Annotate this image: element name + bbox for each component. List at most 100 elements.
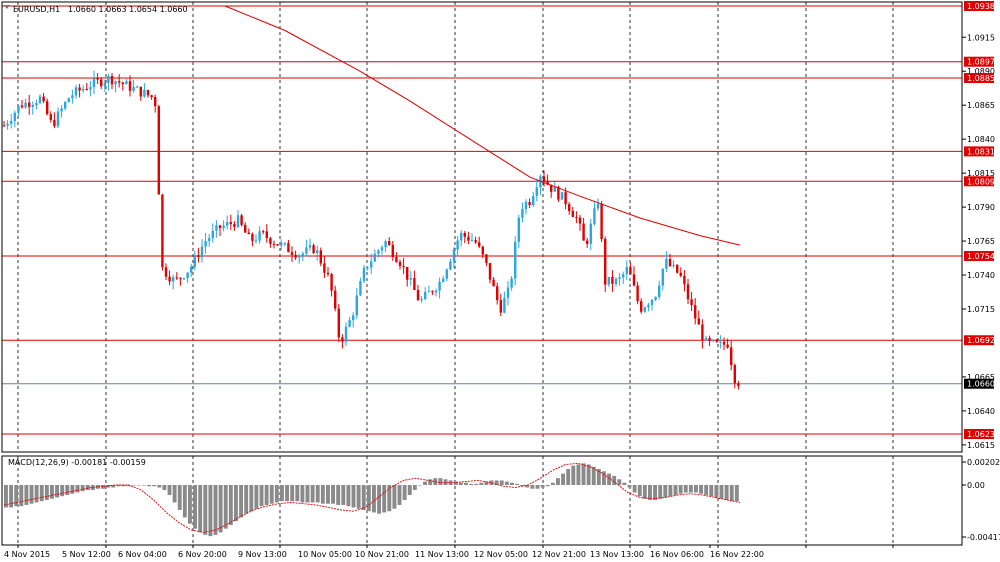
macd-histogram-bar — [586, 464, 591, 485]
candle-body — [103, 82, 106, 87]
macd-histogram-bar — [550, 482, 555, 485]
candle-body — [596, 203, 600, 209]
price-tick-label: 1.0890 — [967, 67, 995, 76]
candle-body — [290, 252, 294, 255]
candle-body — [258, 231, 261, 241]
macd-histogram-bar — [136, 485, 141, 486]
candle-body — [524, 202, 528, 210]
candle-body — [186, 272, 189, 279]
candle-body — [654, 296, 657, 300]
candle-body — [240, 215, 243, 225]
macd-histogram-bar — [295, 485, 300, 502]
macd-signal-line — [3, 462, 741, 533]
candle-body — [85, 89, 88, 91]
macd-histogram-bar — [290, 485, 295, 502]
candle-body — [204, 240, 207, 247]
macd-histogram-bar — [259, 485, 264, 507]
symbol-label: EURUSD,H1 — [13, 5, 60, 14]
candle-body — [193, 255, 196, 267]
candle-body — [730, 347, 733, 366]
candle-body — [28, 102, 31, 107]
macd-histogram-bar — [372, 485, 376, 513]
candle-body — [341, 337, 344, 342]
macd-histogram-bar — [392, 485, 397, 509]
candle-body — [546, 181, 549, 185]
macd-histogram-bar — [341, 485, 346, 505]
candle-body — [13, 112, 16, 121]
macd-histogram-bar — [228, 485, 233, 525]
candle-body — [175, 277, 178, 279]
candle-body — [233, 224, 236, 227]
grid — [17, 2, 894, 545]
macd-histogram-bar — [627, 485, 632, 488]
macd-histogram-bar — [489, 480, 494, 485]
collapse-icon[interactable] — [4, 5, 10, 9]
macd-histogram-bar — [254, 485, 259, 509]
macd-histogram-bar — [566, 469, 571, 485]
candle-body — [582, 223, 585, 241]
candle-body — [316, 250, 319, 253]
macd-histogram-bar — [106, 485, 111, 488]
candle-body — [96, 78, 99, 80]
ohlc-label: 1.0660 1.0663 1.0654 1.0660 — [68, 5, 188, 14]
candle-body — [564, 192, 567, 205]
macd-histogram-bar — [326, 485, 330, 504]
time-label: 11 Nov 13:00 — [415, 550, 469, 559]
candle-body — [226, 222, 229, 226]
candle-body — [182, 278, 186, 280]
candle-body — [661, 268, 664, 286]
macd-histogram-bar — [310, 485, 315, 503]
macd-histogram-bar — [142, 485, 146, 486]
candle-body — [10, 120, 13, 124]
candle-body — [276, 244, 279, 246]
price-tick-label: 1.0640 — [967, 407, 995, 416]
time-label: 10 Nov 21:00 — [355, 550, 409, 559]
candle-body — [222, 225, 225, 229]
candle-body — [640, 301, 643, 312]
candle-body — [416, 290, 420, 301]
macd-histogram-bar — [653, 485, 658, 500]
macd-histogram-bar — [734, 485, 739, 502]
macd-histogram-bar — [673, 485, 678, 495]
macd-histogram-bar — [678, 485, 683, 494]
macd-histogram-bar — [249, 485, 254, 512]
candle-body — [337, 308, 340, 338]
candle-body — [712, 339, 715, 341]
candle-body — [42, 96, 45, 102]
macd-histogram-bar — [44, 485, 49, 500]
candle-body — [733, 365, 736, 384]
candle-body — [560, 192, 564, 200]
candle-body — [161, 194, 164, 268]
horizontal-levels — [2, 5, 962, 435]
candle-body — [553, 187, 556, 192]
time-label: 9 Nov 13:00 — [238, 550, 287, 559]
macd-histogram-bar — [504, 481, 509, 485]
level-label: 1.0938 — [967, 2, 995, 11]
macd-histogram-bar — [412, 485, 417, 490]
candle-body — [622, 274, 625, 278]
macd-histogram-bar — [182, 485, 187, 518]
candle-body — [287, 243, 290, 253]
macd-histogram-bar — [648, 485, 652, 500]
level-label: 1.0831 — [967, 147, 995, 156]
macd-histogram-bar — [428, 479, 433, 485]
candle-body — [164, 267, 168, 277]
candle-body — [398, 261, 402, 266]
candle-body — [643, 307, 646, 312]
macd-histogram-bar — [591, 466, 596, 485]
candle-body — [114, 81, 117, 85]
axes — [1, 1, 966, 548]
time-label: 10 Nov 05:00 — [298, 550, 352, 559]
macd-histogram-bar — [658, 485, 663, 499]
level-tag — [964, 73, 994, 84]
macd-histogram-bar — [152, 485, 157, 487]
macd-histogram-bar — [729, 485, 734, 502]
macd-histogram-bar — [724, 485, 729, 500]
candle-body — [406, 266, 409, 280]
macd-histogram-bar — [688, 485, 693, 493]
candle-body — [229, 222, 232, 225]
candle-body — [571, 211, 574, 217]
candle-body — [179, 277, 182, 279]
macd-histogram-bar — [177, 485, 182, 510]
